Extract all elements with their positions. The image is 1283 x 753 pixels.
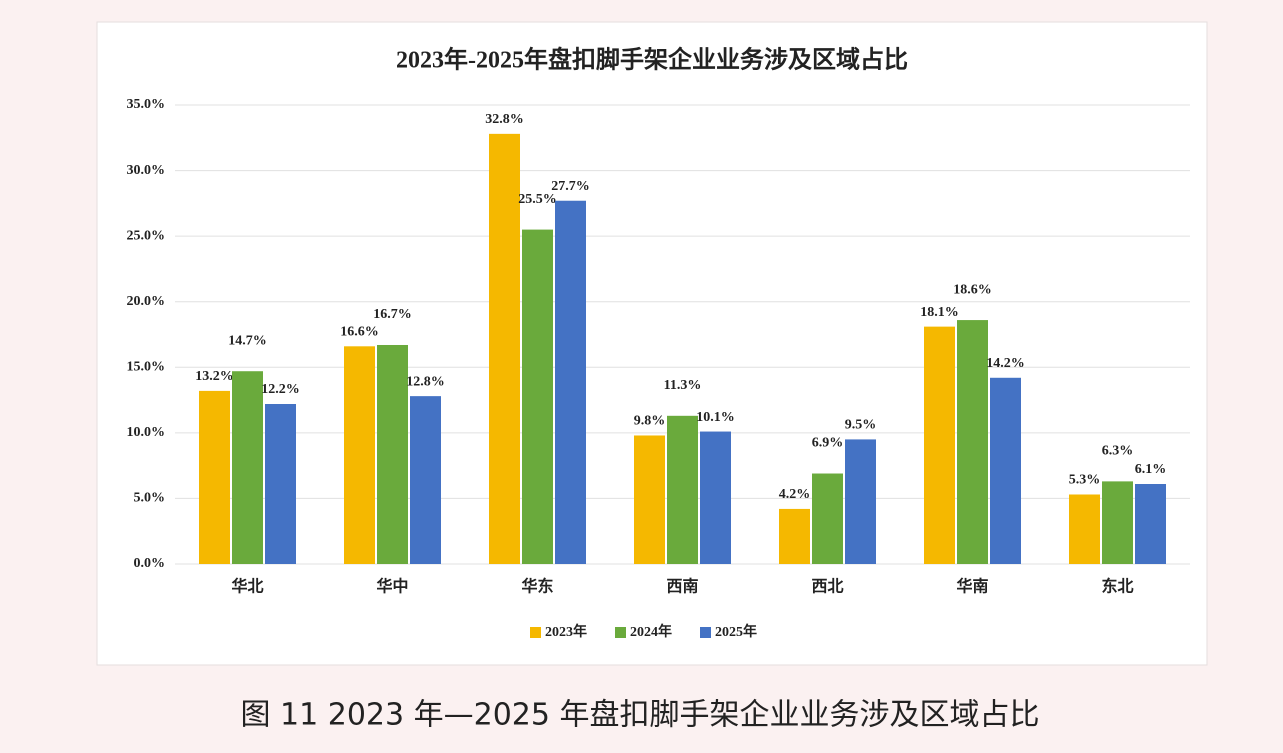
y-tick-label: 5.0% [134,491,166,506]
chart-title: 2023年-2025年盘扣脚手架企业业务涉及区域占比 [396,46,908,74]
bar [779,508,810,564]
bar [1135,484,1166,564]
y-tick-label: 20.0% [127,294,166,309]
bar [1102,481,1133,564]
bar [522,229,553,565]
y-tick-label: 10.0% [127,425,166,440]
bar [1069,494,1100,564]
bar [990,377,1021,564]
legend-swatch [530,627,541,638]
value-label: 25.5% [518,192,557,207]
bar [812,473,843,564]
value-label: 18.6% [953,282,992,297]
x-tick-label: 西南 [666,577,698,596]
value-label: 10.1% [696,410,735,425]
x-tick-label: 华中 [376,577,408,596]
value-label: 11.3% [664,378,702,393]
bar [232,371,263,564]
value-label: 18.1% [920,305,959,320]
value-label: 13.2% [195,369,234,384]
bar [667,415,698,564]
caption: 图 11 2023 年—2025 年盘扣脚手架企业业务涉及区域占比 [240,698,1039,733]
x-tick-label: 华北 [231,577,263,596]
value-label: 16.6% [340,325,379,340]
legend-label: 2023年 [545,623,587,640]
y-tick-label: 35.0% [127,97,166,112]
bar [700,431,731,564]
x-tick-label: 华东 [521,577,553,596]
value-label: 4.2% [779,487,811,502]
bar [410,396,441,564]
value-label: 9.8% [634,414,666,429]
bar [957,320,988,564]
value-label: 27.7% [551,179,590,194]
legend-swatch [700,627,711,638]
legend-label: 2025年 [715,623,757,640]
value-label: 6.3% [1102,444,1134,459]
value-label: 5.3% [1069,473,1101,488]
bar [377,344,408,564]
legend-label: 2024年 [630,623,672,640]
value-label: 6.9% [812,436,844,451]
bar [489,133,520,564]
value-label: 14.2% [986,356,1025,371]
value-label: 32.8% [485,112,524,127]
bar [924,326,955,564]
value-label: 9.5% [845,418,877,433]
y-tick-label: 25.0% [127,228,166,243]
legend-swatch [615,627,626,638]
bar [265,404,296,564]
x-tick-label: 华南 [956,577,988,596]
value-label: 12.2% [261,382,300,397]
x-tick-label: 西北 [811,578,843,596]
value-label: 14.7% [228,333,267,348]
x-tick-label: 东北 [1101,577,1133,596]
y-tick-label: 0.0% [134,556,166,571]
bar [199,390,230,564]
value-label: 6.1% [1135,462,1167,477]
y-tick-label: 15.0% [127,360,166,375]
value-label: 12.8% [406,374,445,389]
y-tick-label: 30.0% [127,163,166,178]
bar [634,435,665,564]
value-label: 16.7% [373,307,412,322]
bar [845,439,876,564]
bar [344,346,375,564]
bar [555,200,586,564]
